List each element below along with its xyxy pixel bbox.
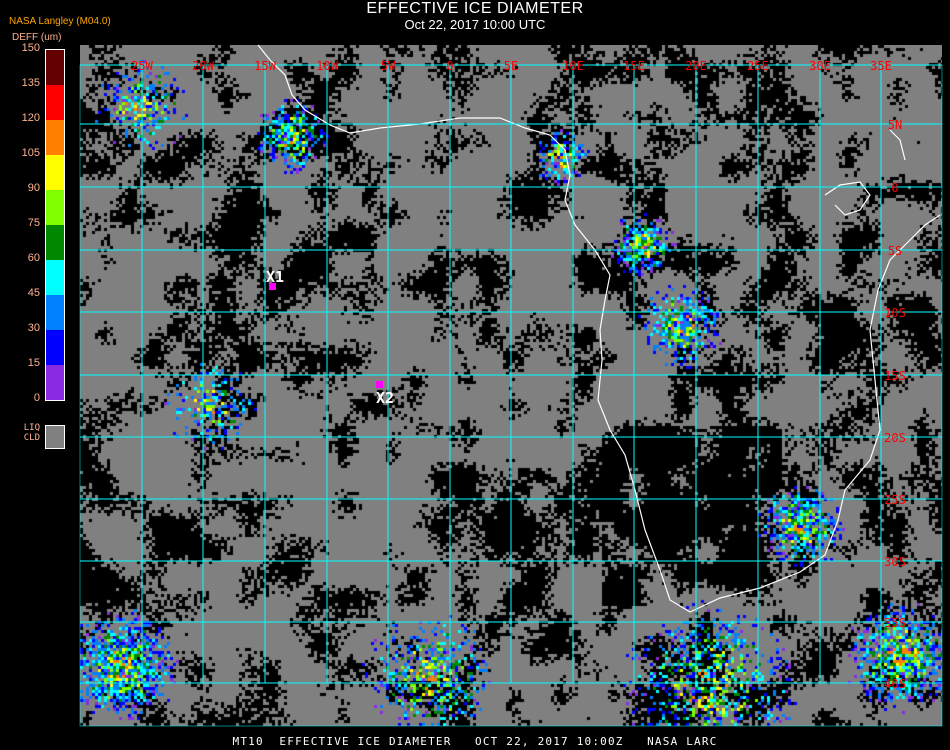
location-marker[interactable] — [376, 381, 383, 388]
map-title: EFFECTIVE ICE DIAMETER — [366, 0, 584, 17]
scale-tick-label: 15 — [27, 357, 40, 369]
liquid-cloud-label: LIQ CLD — [16, 423, 40, 443]
latitude-label: 35S — [884, 616, 906, 630]
scale-tick-label: 150 — [21, 42, 40, 54]
liquid-cloud-swatch — [45, 425, 65, 449]
latitude-label: 5N — [888, 118, 902, 132]
color-band — [46, 295, 64, 330]
marker-label: X1 — [266, 268, 284, 286]
latitude-label: 5S — [888, 244, 902, 258]
color-scale-bar — [45, 49, 65, 401]
longitude-label: 10W — [316, 59, 338, 73]
longitude-label: 30E — [809, 59, 831, 73]
latitude-label: 40S — [884, 677, 906, 691]
color-band — [46, 50, 64, 85]
map-frame — [79, 64, 943, 727]
latitude-label: 0 — [891, 181, 898, 195]
scale-tick-label: 120 — [21, 112, 40, 124]
scale-tick-label: 45 — [27, 287, 40, 299]
color-band — [46, 225, 64, 260]
latitude-label: 25S — [884, 493, 906, 507]
scale-tick-label: 135 — [21, 77, 40, 89]
scale-tick-label: 0 — [33, 392, 40, 404]
color-band — [46, 120, 64, 155]
longitude-label: 10E — [562, 59, 584, 73]
map-timestamp: Oct 22, 2017 10:00 UTC — [404, 17, 546, 32]
color-band — [46, 85, 64, 120]
scale-tick-label: 30 — [27, 322, 40, 334]
longitude-label: 20E — [685, 59, 707, 73]
longitude-label: 25W — [131, 59, 153, 73]
coastline — [257, 44, 941, 613]
latitude-label: 20S — [884, 431, 906, 445]
scale-tick-label: 75 — [27, 217, 40, 229]
scale-tick-label: 60 — [27, 252, 40, 264]
latitude-label: 10S — [884, 306, 906, 320]
longitude-label: 20W — [192, 59, 214, 73]
color-band — [46, 155, 64, 190]
latitude-label: 15S — [884, 369, 906, 383]
longitude-label: 5W — [381, 59, 396, 73]
liq-label: LIQ — [23, 423, 40, 433]
color-band — [46, 330, 64, 365]
longitude-label: 5E — [504, 59, 518, 73]
legend-variable: DEFF (um) — [12, 32, 62, 43]
latitude-label: 30S — [884, 555, 906, 569]
scale-tick-label: 105 — [21, 147, 40, 159]
scale-tick-label: 90 — [27, 182, 40, 194]
longitude-label: 0 — [446, 59, 453, 73]
image-caption: MT10 EFFECTIVE ICE DIAMETER OCT 22, 2017… — [232, 735, 718, 748]
longitude-label: 35E — [870, 59, 892, 73]
marker-label: X2 — [376, 389, 394, 407]
location-marker[interactable] — [269, 283, 276, 290]
color-band — [46, 365, 64, 400]
longitude-label: 25E — [747, 59, 769, 73]
cld-label: CLD — [23, 433, 40, 443]
color-band — [46, 190, 64, 225]
color-band — [46, 260, 64, 295]
longitude-label: 15E — [623, 59, 645, 73]
longitude-label: 15W — [254, 59, 276, 73]
legend-source: NASA Langley (M04.0) — [9, 16, 111, 27]
